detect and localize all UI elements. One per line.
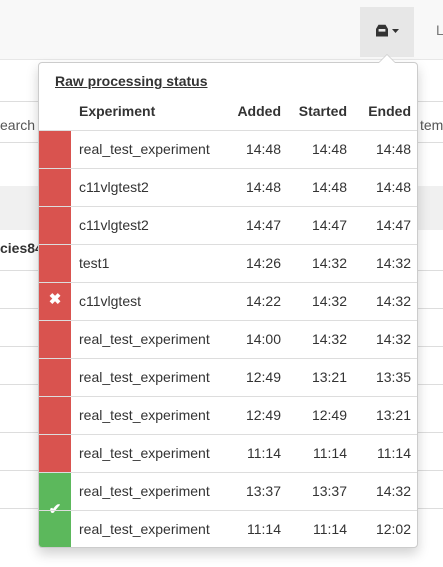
experiment-name: real_test_experiment (79, 407, 210, 423)
inbox-dropdown-toggle[interactable] (360, 7, 414, 57)
x-icon: ✖ (48, 291, 62, 308)
check-icon: ✔ (48, 501, 62, 518)
failed-status-bar: ✖ (39, 130, 71, 472)
table-row[interactable]: c11vlgtest2 14:47 14:47 14:47 (39, 206, 417, 244)
background-search-fragment-right: tem (420, 117, 443, 133)
background-bold-fragment: cies84 (0, 240, 43, 256)
started-time: 14:32 (311, 255, 347, 271)
experiment-name: real_test_experiment (79, 141, 210, 157)
added-time: 14:47 (245, 217, 281, 233)
table-row[interactable]: c11vlgtest2 14:48 14:48 14:48 (39, 168, 417, 206)
popover-arrow-inner (379, 55, 395, 63)
inbox-icon (376, 24, 399, 37)
ended-time: 13:21 (375, 407, 411, 423)
experiment-name: c11vlgtest2 (79, 217, 149, 233)
table-row[interactable]: real_test_experiment 12:49 13:21 13:35 (39, 358, 417, 396)
experiment-name: c11vlgtest (79, 293, 141, 309)
table-row[interactable]: test1 14:26 14:32 14:32 (39, 244, 417, 282)
column-header-experiment: Experiment (79, 103, 156, 119)
started-time: 11:14 (313, 445, 347, 461)
table-row[interactable]: real_test_experiment 12:49 12:49 13:21 (39, 396, 417, 434)
added-time: 14:26 (245, 255, 281, 271)
ended-time: 14:32 (375, 293, 411, 309)
started-time: 14:48 (311, 179, 347, 195)
added-time: 14:00 (245, 331, 281, 347)
ended-time: 14:48 (375, 179, 411, 195)
experiment-name: real_test_experiment (79, 331, 210, 347)
started-time: 13:21 (311, 369, 347, 385)
table-row[interactable]: real_test_experiment 14:00 14:32 14:32 (39, 320, 417, 358)
top-navbar: L (0, 0, 443, 60)
added-time: 12:49 (245, 407, 281, 423)
table-header: Experiment Added Started Ended (39, 99, 417, 129)
ended-time: 14:48 (375, 141, 411, 157)
table-row[interactable]: real_test_experiment 14:48 14:48 14:48 (39, 130, 417, 168)
table-row[interactable]: real_test_experiment 11:14 11:14 12:02 (39, 510, 417, 547)
added-time: 14:48 (245, 141, 281, 157)
started-time: 14:32 (311, 293, 347, 309)
experiment-name: c11vlgtest2 (79, 179, 149, 195)
ended-time: 11:14 (377, 445, 411, 461)
status-table-body: real_test_experiment 14:48 14:48 14:48 c… (39, 130, 417, 547)
ended-time: 14:47 (375, 217, 411, 233)
started-time: 13:37 (311, 483, 347, 499)
column-header-ended: Ended (368, 103, 411, 119)
started-time: 14:48 (311, 141, 347, 157)
experiment-name: real_test_experiment (79, 483, 210, 499)
started-time: 14:32 (311, 331, 347, 347)
column-header-started: Started (298, 103, 347, 119)
ended-time: 14:32 (375, 331, 411, 347)
column-header-added: Added (237, 103, 281, 119)
experiment-name: real_test_experiment (79, 369, 210, 385)
ended-time: 14:32 (375, 483, 411, 499)
ended-time: 12:02 (375, 521, 411, 537)
table-row[interactable]: c11vlgtest 14:22 14:32 14:32 (39, 282, 417, 320)
nav-item-next[interactable]: L (436, 22, 443, 38)
experiment-name: test1 (79, 255, 110, 271)
added-time: 14:48 (245, 179, 281, 195)
experiment-name: real_test_experiment (79, 445, 210, 461)
added-time: 11:14 (247, 521, 281, 537)
raw-processing-status-popover: Raw processing status Experiment Added S… (38, 62, 418, 548)
started-time: 14:47 (311, 217, 347, 233)
started-time: 12:49 (311, 407, 347, 423)
popover-title-link[interactable]: Raw processing status (55, 73, 208, 89)
started-time: 11:14 (313, 521, 347, 537)
added-time: 12:49 (245, 369, 281, 385)
experiment-name: real_test_experiment (79, 521, 210, 537)
caret-down-icon (392, 29, 399, 33)
success-status-bar: ✔ (39, 472, 71, 547)
ended-time: 13:35 (375, 369, 411, 385)
added-time: 13:37 (245, 483, 281, 499)
ended-time: 14:32 (375, 255, 411, 271)
table-row[interactable]: real_test_experiment 11:14 11:14 11:14 (39, 434, 417, 472)
table-row[interactable]: real_test_experiment 13:37 13:37 14:32 (39, 472, 417, 510)
background-search-fragment: earch (0, 117, 36, 133)
added-time: 11:14 (247, 445, 281, 461)
added-time: 14:22 (245, 293, 281, 309)
